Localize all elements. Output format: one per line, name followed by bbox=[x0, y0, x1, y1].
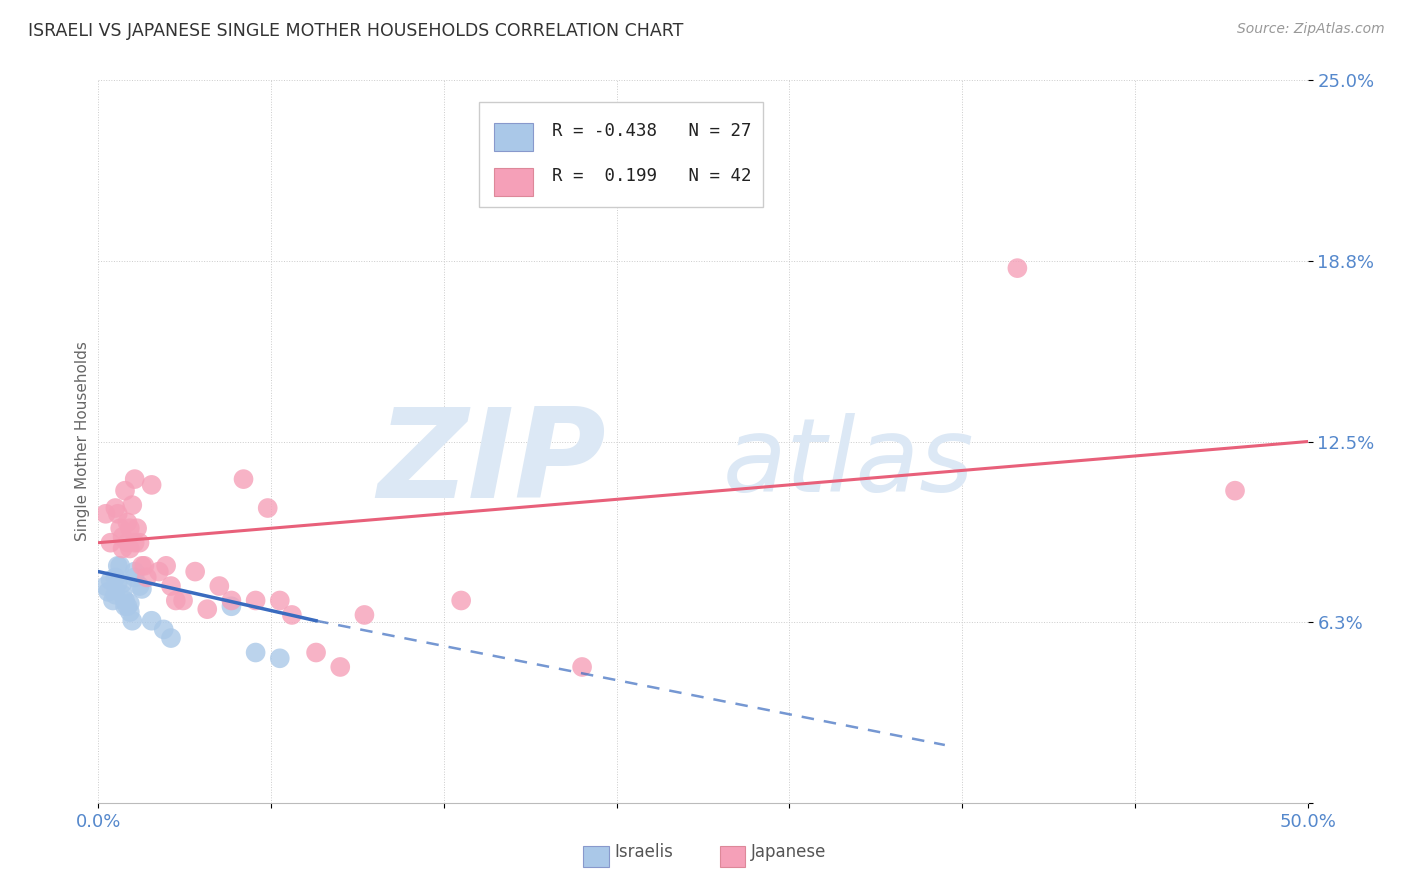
Point bbox=[160, 631, 183, 645]
Point bbox=[571, 660, 593, 674]
Point bbox=[118, 541, 141, 556]
FancyBboxPatch shape bbox=[479, 102, 763, 207]
Point bbox=[111, 530, 134, 544]
Bar bbox=[494, 123, 533, 151]
Point bbox=[117, 516, 139, 530]
Point bbox=[100, 535, 122, 549]
Point bbox=[353, 607, 375, 622]
Point bbox=[118, 605, 141, 619]
Point bbox=[124, 472, 146, 486]
Point bbox=[450, 593, 472, 607]
Point bbox=[108, 521, 131, 535]
Point bbox=[165, 593, 187, 607]
Point bbox=[117, 599, 139, 614]
Point bbox=[256, 501, 278, 516]
Point bbox=[160, 579, 183, 593]
Point bbox=[94, 579, 117, 593]
Point bbox=[107, 576, 129, 591]
Point bbox=[141, 614, 163, 628]
Text: Israelis: Israelis bbox=[614, 843, 673, 861]
Point bbox=[184, 565, 207, 579]
Text: R = -0.438   N = 27: R = -0.438 N = 27 bbox=[551, 122, 751, 140]
Point bbox=[131, 558, 153, 573]
Point bbox=[100, 574, 122, 588]
Point bbox=[104, 570, 127, 584]
Text: R =  0.199   N = 42: R = 0.199 N = 42 bbox=[551, 168, 751, 186]
Point bbox=[121, 498, 143, 512]
Text: ZIP: ZIP bbox=[378, 402, 606, 524]
Point bbox=[107, 558, 129, 573]
Point bbox=[141, 478, 163, 492]
Text: ISRAELI VS JAPANESE SINGLE MOTHER HOUSEHOLDS CORRELATION CHART: ISRAELI VS JAPANESE SINGLE MOTHER HOUSEH… bbox=[28, 22, 683, 40]
Point bbox=[118, 521, 141, 535]
Point bbox=[114, 483, 136, 498]
Point bbox=[114, 593, 136, 607]
Point bbox=[128, 579, 150, 593]
Point bbox=[118, 596, 141, 610]
Point bbox=[245, 593, 267, 607]
Point bbox=[128, 535, 150, 549]
Text: atlas: atlas bbox=[723, 413, 974, 513]
Point bbox=[124, 570, 146, 584]
Point bbox=[281, 607, 304, 622]
Point bbox=[172, 593, 194, 607]
Point bbox=[94, 507, 117, 521]
Point bbox=[134, 558, 156, 573]
Point bbox=[124, 565, 146, 579]
Point bbox=[305, 646, 328, 660]
Text: Source: ZipAtlas.com: Source: ZipAtlas.com bbox=[1237, 22, 1385, 37]
Point bbox=[329, 660, 352, 674]
Point bbox=[111, 576, 134, 591]
Point bbox=[155, 558, 177, 573]
Point bbox=[121, 614, 143, 628]
Text: Japanese: Japanese bbox=[751, 843, 827, 861]
Bar bbox=[494, 168, 533, 196]
Point bbox=[269, 593, 291, 607]
Point bbox=[148, 565, 170, 579]
Y-axis label: Single Mother Households: Single Mother Households bbox=[75, 342, 90, 541]
Point bbox=[232, 472, 254, 486]
Point bbox=[1007, 261, 1029, 276]
Point bbox=[195, 602, 218, 616]
Point bbox=[152, 623, 174, 637]
Point bbox=[107, 507, 129, 521]
Point bbox=[97, 584, 120, 599]
Point bbox=[221, 593, 243, 607]
Point bbox=[131, 582, 153, 596]
Point bbox=[127, 521, 149, 535]
Point bbox=[108, 558, 131, 573]
Point bbox=[117, 535, 139, 549]
Point bbox=[245, 646, 267, 660]
Point bbox=[101, 593, 124, 607]
Point bbox=[104, 501, 127, 516]
Point bbox=[111, 541, 134, 556]
Point bbox=[104, 588, 127, 602]
Point bbox=[269, 651, 291, 665]
Point bbox=[114, 599, 136, 614]
Point bbox=[221, 599, 243, 614]
Point bbox=[1223, 483, 1246, 498]
Point bbox=[135, 570, 157, 584]
Point bbox=[124, 535, 146, 549]
Point bbox=[111, 588, 134, 602]
Point bbox=[208, 579, 231, 593]
